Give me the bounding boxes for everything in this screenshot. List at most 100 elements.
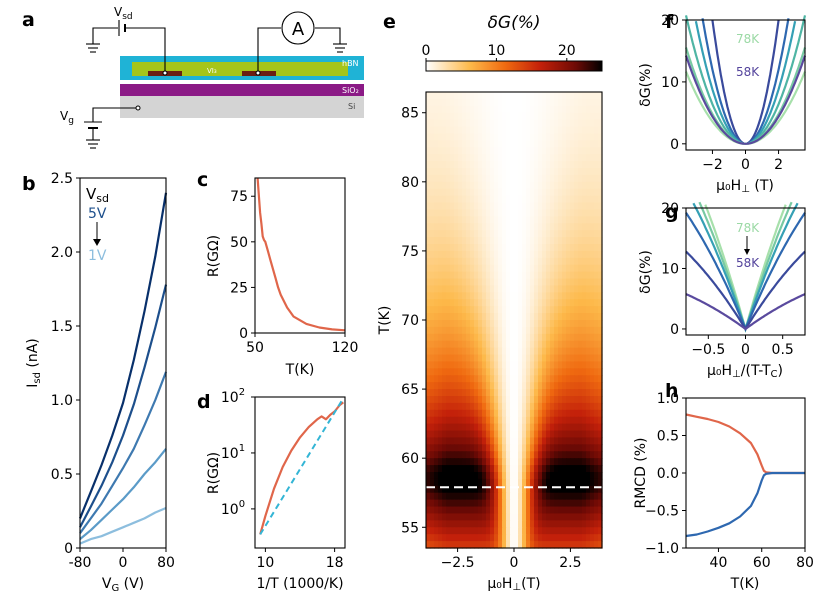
e-heatmap-cell xyxy=(494,416,499,425)
e-heatmap-cell xyxy=(446,430,451,439)
e-heatmap-cell xyxy=(582,271,587,280)
e-heatmap-cell xyxy=(430,230,435,238)
e-heatmap-cell xyxy=(578,119,583,128)
e-heatmap-cell xyxy=(562,506,567,515)
e-heatmap-cell xyxy=(570,168,575,176)
e-heatmap-cell xyxy=(598,92,603,100)
e-heatmap-cell xyxy=(538,292,543,300)
e-heatmap-cell xyxy=(546,98,551,107)
e-heatmap-cell xyxy=(482,416,487,425)
e-heatmap-cell xyxy=(502,105,507,114)
e-heatmap-cell xyxy=(442,451,447,459)
e-heatmap-cell xyxy=(526,368,531,376)
g-xlabel-main: μ₀H xyxy=(707,363,732,379)
e-heatmap-cell xyxy=(594,237,599,245)
e-heatmap-cell xyxy=(546,513,551,521)
e-heatmap-cell xyxy=(502,375,507,383)
e-heatmap-cell xyxy=(446,140,451,148)
e-heatmap-cell xyxy=(526,230,531,238)
e-heatmap-cell xyxy=(594,98,599,107)
e-heatmap-cell xyxy=(486,444,491,452)
e-heatmap-cell xyxy=(474,520,479,528)
e-heatmap-cell xyxy=(514,209,519,217)
e-heatmap-cell xyxy=(530,534,535,542)
e-heatmap-cell xyxy=(470,313,475,321)
e-heatmap-cell xyxy=(426,237,431,245)
e-heatmap-cell xyxy=(550,402,555,411)
e-heatmap-cell xyxy=(458,230,463,238)
e-heatmap-cell xyxy=(582,313,587,321)
e-heatmap-cell xyxy=(438,534,443,542)
e-heatmap-cell xyxy=(542,223,547,231)
e-heatmap-cell xyxy=(506,306,511,314)
e-heatmap-cell xyxy=(558,437,563,445)
e-heatmap-cell xyxy=(438,147,443,155)
e-heatmap-cell xyxy=(442,285,447,293)
e-heatmap-cell xyxy=(586,174,591,183)
e-heatmap-cell xyxy=(562,237,567,245)
e-heatmap-cell xyxy=(430,313,435,321)
e-heatmap-cell xyxy=(590,541,595,549)
c-xlabel: T(K) xyxy=(285,362,315,378)
e-heatmap-cell xyxy=(598,409,603,418)
e-heatmap-cell xyxy=(514,244,519,252)
e-heatmap-cell xyxy=(558,161,563,169)
e-heatmap-cell xyxy=(446,492,451,501)
e-heatmap-cell xyxy=(478,354,483,363)
e-heatmap-cell xyxy=(586,92,591,100)
e-heatmap-cell xyxy=(530,437,535,445)
e-heatmap-cell xyxy=(518,161,523,169)
e-heatmap-cell xyxy=(506,98,511,107)
e-heatmap-cell xyxy=(522,347,527,356)
e-heatmap-cell xyxy=(534,216,539,224)
e-heatmap-cell xyxy=(430,285,435,293)
e-heatmap-cell xyxy=(450,140,455,148)
e-heatmap-cell xyxy=(522,181,527,190)
e-heatmap-cell xyxy=(530,112,535,121)
e-heatmap-cell xyxy=(478,105,483,114)
e-heatmap-cell xyxy=(518,133,523,141)
e-heatmap-cell xyxy=(478,527,483,535)
e-heatmap-cell xyxy=(546,375,551,383)
e-heatmap-cell xyxy=(434,306,439,314)
e-heatmap-cell xyxy=(498,126,503,135)
e-heatmap-cell xyxy=(462,375,467,383)
e-heatmap-cell xyxy=(590,396,595,404)
e-heatmap-cell xyxy=(554,126,559,135)
e-heatmap-cell xyxy=(426,216,431,224)
e-heatmap-cell xyxy=(586,161,591,169)
e-heatmap-cell xyxy=(506,451,511,459)
e-heatmap-cell xyxy=(598,361,603,369)
e-heatmap-cell xyxy=(546,326,551,335)
e-heatmap-cell xyxy=(426,278,431,287)
e-heatmap-cell xyxy=(526,257,531,266)
e-heatmap-cell xyxy=(426,230,431,238)
b-legend-title-main: V xyxy=(86,185,97,203)
e-heatmap-cell xyxy=(474,534,479,542)
e-heatmap-cell xyxy=(518,195,523,204)
e-heatmap-cell xyxy=(562,250,567,259)
e-heatmap-cell xyxy=(446,154,451,162)
vsd-label-main: V xyxy=(114,5,123,19)
e-heatmap-cell xyxy=(510,237,515,245)
e-heatmap-cell xyxy=(542,513,547,521)
e-heatmap-cell xyxy=(462,209,467,217)
e-heatmap-cell xyxy=(470,98,475,107)
e-heatmap-cell xyxy=(550,250,555,259)
e-heatmap-cell xyxy=(590,444,595,452)
e-heatmap-cell xyxy=(522,465,527,473)
e-heatmap-cell xyxy=(578,285,583,293)
e-heatmap-cell xyxy=(462,499,467,508)
e-heatmap-cell xyxy=(598,389,603,397)
e-heatmap-cell xyxy=(522,92,527,100)
e-heatmap-cell xyxy=(594,513,599,521)
e-heatmap-cell xyxy=(442,416,447,425)
e-heatmap-cell xyxy=(446,244,451,252)
e-heatmap-cell xyxy=(490,140,495,148)
e-heatmap-cell xyxy=(510,534,515,542)
e-heatmap-cell xyxy=(494,292,499,300)
e-heatmap-cell xyxy=(462,389,467,397)
e-heatmap-cell xyxy=(554,230,559,238)
e-heatmap-cell xyxy=(542,347,547,356)
